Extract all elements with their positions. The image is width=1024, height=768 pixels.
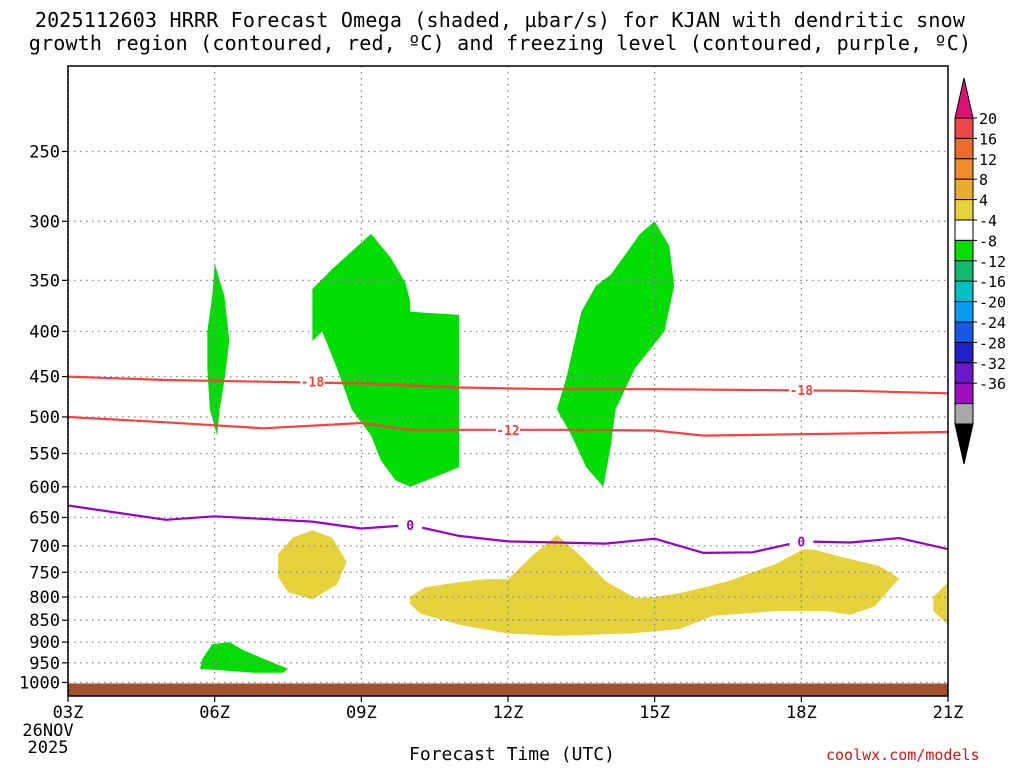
omega-region-7 xyxy=(933,582,948,625)
colorbar-segment-15 xyxy=(954,403,974,425)
colorbar-label-14: -36 xyxy=(979,375,1006,393)
freezing-level-contour xyxy=(68,504,948,554)
y-tick-label-600: 600 xyxy=(29,478,60,498)
dendritic-contour-minus12 xyxy=(68,415,948,437)
colorbar-label-5: 4 xyxy=(979,192,988,210)
y-tick-label-250: 250 xyxy=(29,142,60,162)
y-tick-label-550: 550 xyxy=(29,444,60,464)
colorbar-segment-10 xyxy=(954,301,974,323)
x-axis-label: Forecast Time (UTC) xyxy=(409,744,615,765)
y-tick-label-950: 950 xyxy=(29,654,60,674)
dendritic-contour-minus12-label-1: -12 xyxy=(496,424,519,439)
y-tick-label-700: 700 xyxy=(29,537,60,557)
colorbar-segment-13 xyxy=(954,362,974,384)
omega-region-6 xyxy=(410,534,900,636)
colorbar-segment-3 xyxy=(954,158,974,180)
colorbar-segment-14 xyxy=(954,382,974,405)
omega-region-2 xyxy=(312,233,460,487)
x-tick-label-12Z: 12Z xyxy=(493,703,524,723)
x-tick-label-09Z: 09Z xyxy=(346,703,377,723)
colorbar-segment-9 xyxy=(954,280,974,303)
colorbar-segment-2 xyxy=(954,137,974,160)
colorbar-segment-6 xyxy=(954,219,974,241)
dendritic-contour-minus12-label-bg-1 xyxy=(496,421,520,438)
colorbar-label-11: -24 xyxy=(979,314,1006,332)
y-tick-label-750: 750 xyxy=(29,563,60,583)
freezing-level-contour-label-2: 0 xyxy=(797,535,805,550)
chart-title-line-2: growth region (contoured, red, ºC) and f… xyxy=(28,31,972,55)
colorbar-bottom-triangle xyxy=(954,423,974,465)
colorbar-label-10: -20 xyxy=(979,294,1006,312)
x-tick-label-18Z: 18Z xyxy=(786,703,817,723)
colorbar-segment-1 xyxy=(954,117,974,139)
x-tick-label-15Z: 15Z xyxy=(639,703,670,723)
chart-title-line-1: 2025112603 HRRR Forecast Omega (shaded, … xyxy=(34,8,966,32)
colorbar-label-7: -8 xyxy=(979,232,997,250)
colorbar: 20 16 12 8 4 -4 -8 -12 -16 -20 -24 -28 -32 -36 xyxy=(954,77,1006,465)
y-tick-label-650: 650 xyxy=(29,508,60,528)
colorbar-segment-12 xyxy=(954,341,974,364)
freezing-level-contour-label-bg-2 xyxy=(789,533,814,550)
plot-layer: -18 -18 -12 0 0 xyxy=(68,66,948,696)
freezing-level-contour-label-1: 0 xyxy=(406,519,414,534)
y-tick-label-900: 900 xyxy=(29,633,60,653)
dendritic-contour-minus18-label-2: -18 xyxy=(790,384,814,399)
colorbar-label-12: -28 xyxy=(979,334,1006,352)
omega-region-5 xyxy=(278,530,347,600)
y-tick-label-400: 400 xyxy=(29,322,60,342)
colorbar-label-3: 12 xyxy=(979,151,997,169)
source-credit: coolwx.com/models xyxy=(826,746,980,764)
dendritic-contour-minus18-label-1: -18 xyxy=(301,376,325,391)
colorbar-label-6: -4 xyxy=(979,212,997,230)
y-tick-label-800: 800 xyxy=(29,588,60,608)
y-tick-label-1000: 1000 xyxy=(19,673,60,693)
x-start-date-2: 2025 xyxy=(28,738,69,758)
dendritic-contour-minus18-label-bg-2 xyxy=(789,381,814,398)
colorbar-label-9: -16 xyxy=(979,273,1006,291)
colorbar-segment-7 xyxy=(954,239,974,262)
colorbar-segment-8 xyxy=(954,260,974,282)
x-tick-label-06Z: 06Z xyxy=(199,703,230,723)
colorbar-top-triangle xyxy=(954,77,974,119)
omega-region-1 xyxy=(207,263,230,436)
colorbar-label-2: 16 xyxy=(979,130,997,148)
y-tick-label-500: 500 xyxy=(29,408,60,428)
x-tick-label-21Z: 21Z xyxy=(933,703,964,723)
colorbar-segment-11 xyxy=(954,321,974,343)
y-tick-label-850: 850 xyxy=(29,611,60,631)
terrain-surface xyxy=(68,683,948,696)
colorbar-label-8: -12 xyxy=(979,253,1006,271)
freezing-level-contour-label-bg-1 xyxy=(398,517,423,534)
y-tick-label-300: 300 xyxy=(29,212,60,232)
y-tick-label-350: 350 xyxy=(29,271,60,291)
colorbar-label-4: 8 xyxy=(979,171,988,189)
colorbar-segment-5 xyxy=(954,199,974,221)
x-tick-label-03Z: 03Z xyxy=(53,703,84,723)
x-start-date-1: 26NOV xyxy=(22,721,73,741)
colorbar-label-1: 20 xyxy=(979,110,997,128)
y-tick-label-450: 450 xyxy=(29,368,60,388)
dendritic-contour-minus18-label-bg-1 xyxy=(300,373,325,390)
colorbar-label-13: -32 xyxy=(979,355,1006,373)
omega-region-4 xyxy=(200,642,288,673)
omega-region-3 xyxy=(556,221,675,487)
colorbar-segment-4 xyxy=(954,178,974,201)
